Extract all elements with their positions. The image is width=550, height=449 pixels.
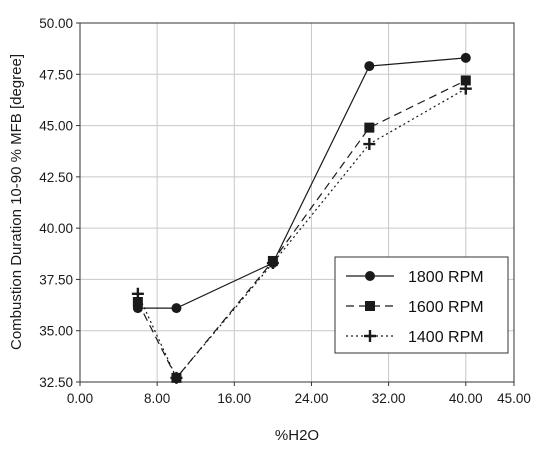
y-tick-label: 32.50 <box>39 375 73 390</box>
marker-plus <box>170 371 183 384</box>
marker-square <box>364 122 375 133</box>
x-tick-label: 8.00 <box>144 391 170 406</box>
marker-plus <box>131 287 144 300</box>
y-tick-label: 50.00 <box>39 16 73 31</box>
y-tick-label: 40.00 <box>39 221 73 236</box>
x-axis-title: %H2O <box>275 427 319 444</box>
axis-ticks: 0.00 8.00 16.00 24.00 32.00 40.00 45.00 32.50 35… <box>39 16 531 406</box>
x-tick-label: 32.00 <box>372 391 406 406</box>
series-line <box>137 88 467 380</box>
marker-circle <box>365 271 375 281</box>
legend-label: 1400 RPM <box>408 329 484 346</box>
series-plus <box>131 82 472 384</box>
marker-plus <box>266 257 279 270</box>
marker-square <box>132 296 143 307</box>
marker-plus <box>364 330 376 342</box>
x-tick-label: 40.00 <box>449 391 483 406</box>
y-tick-label: 42.50 <box>39 170 73 185</box>
legend-item: 1600 RPM <box>346 299 484 316</box>
legend-item: 1800 RPM <box>346 269 484 286</box>
marker-plus <box>363 138 376 151</box>
legend-label: 1800 RPM <box>408 269 484 286</box>
marker-circle <box>171 303 182 314</box>
y-tick-label: 35.00 <box>39 324 73 339</box>
y-tick-label: 45.00 <box>39 119 73 134</box>
marker-plus <box>459 82 472 95</box>
legend-box <box>334 256 509 354</box>
y-tick-label: 47.50 <box>39 67 73 82</box>
marker-circle <box>364 61 375 72</box>
marker-square <box>365 301 375 311</box>
x-tick-label: 24.00 <box>295 391 329 406</box>
x-tick-label: 45.00 <box>497 391 531 406</box>
legend: 1800 RPM 1600 RPM 1400 RPM <box>334 256 509 354</box>
plot-area-frame <box>79 22 515 383</box>
series <box>131 52 472 384</box>
y-axis-title: Combustion Duration 10-90 % MFB [degree] <box>8 54 25 350</box>
y-tick-label: 37.50 <box>39 272 73 287</box>
marker-square <box>460 75 471 86</box>
legend-label: 1600 RPM <box>408 299 484 316</box>
x-tick-label: 16.00 <box>217 391 251 406</box>
x-tick-label: 0.00 <box>67 391 93 406</box>
marker-circle <box>460 52 471 63</box>
legend-item: 1400 RPM <box>346 329 484 346</box>
